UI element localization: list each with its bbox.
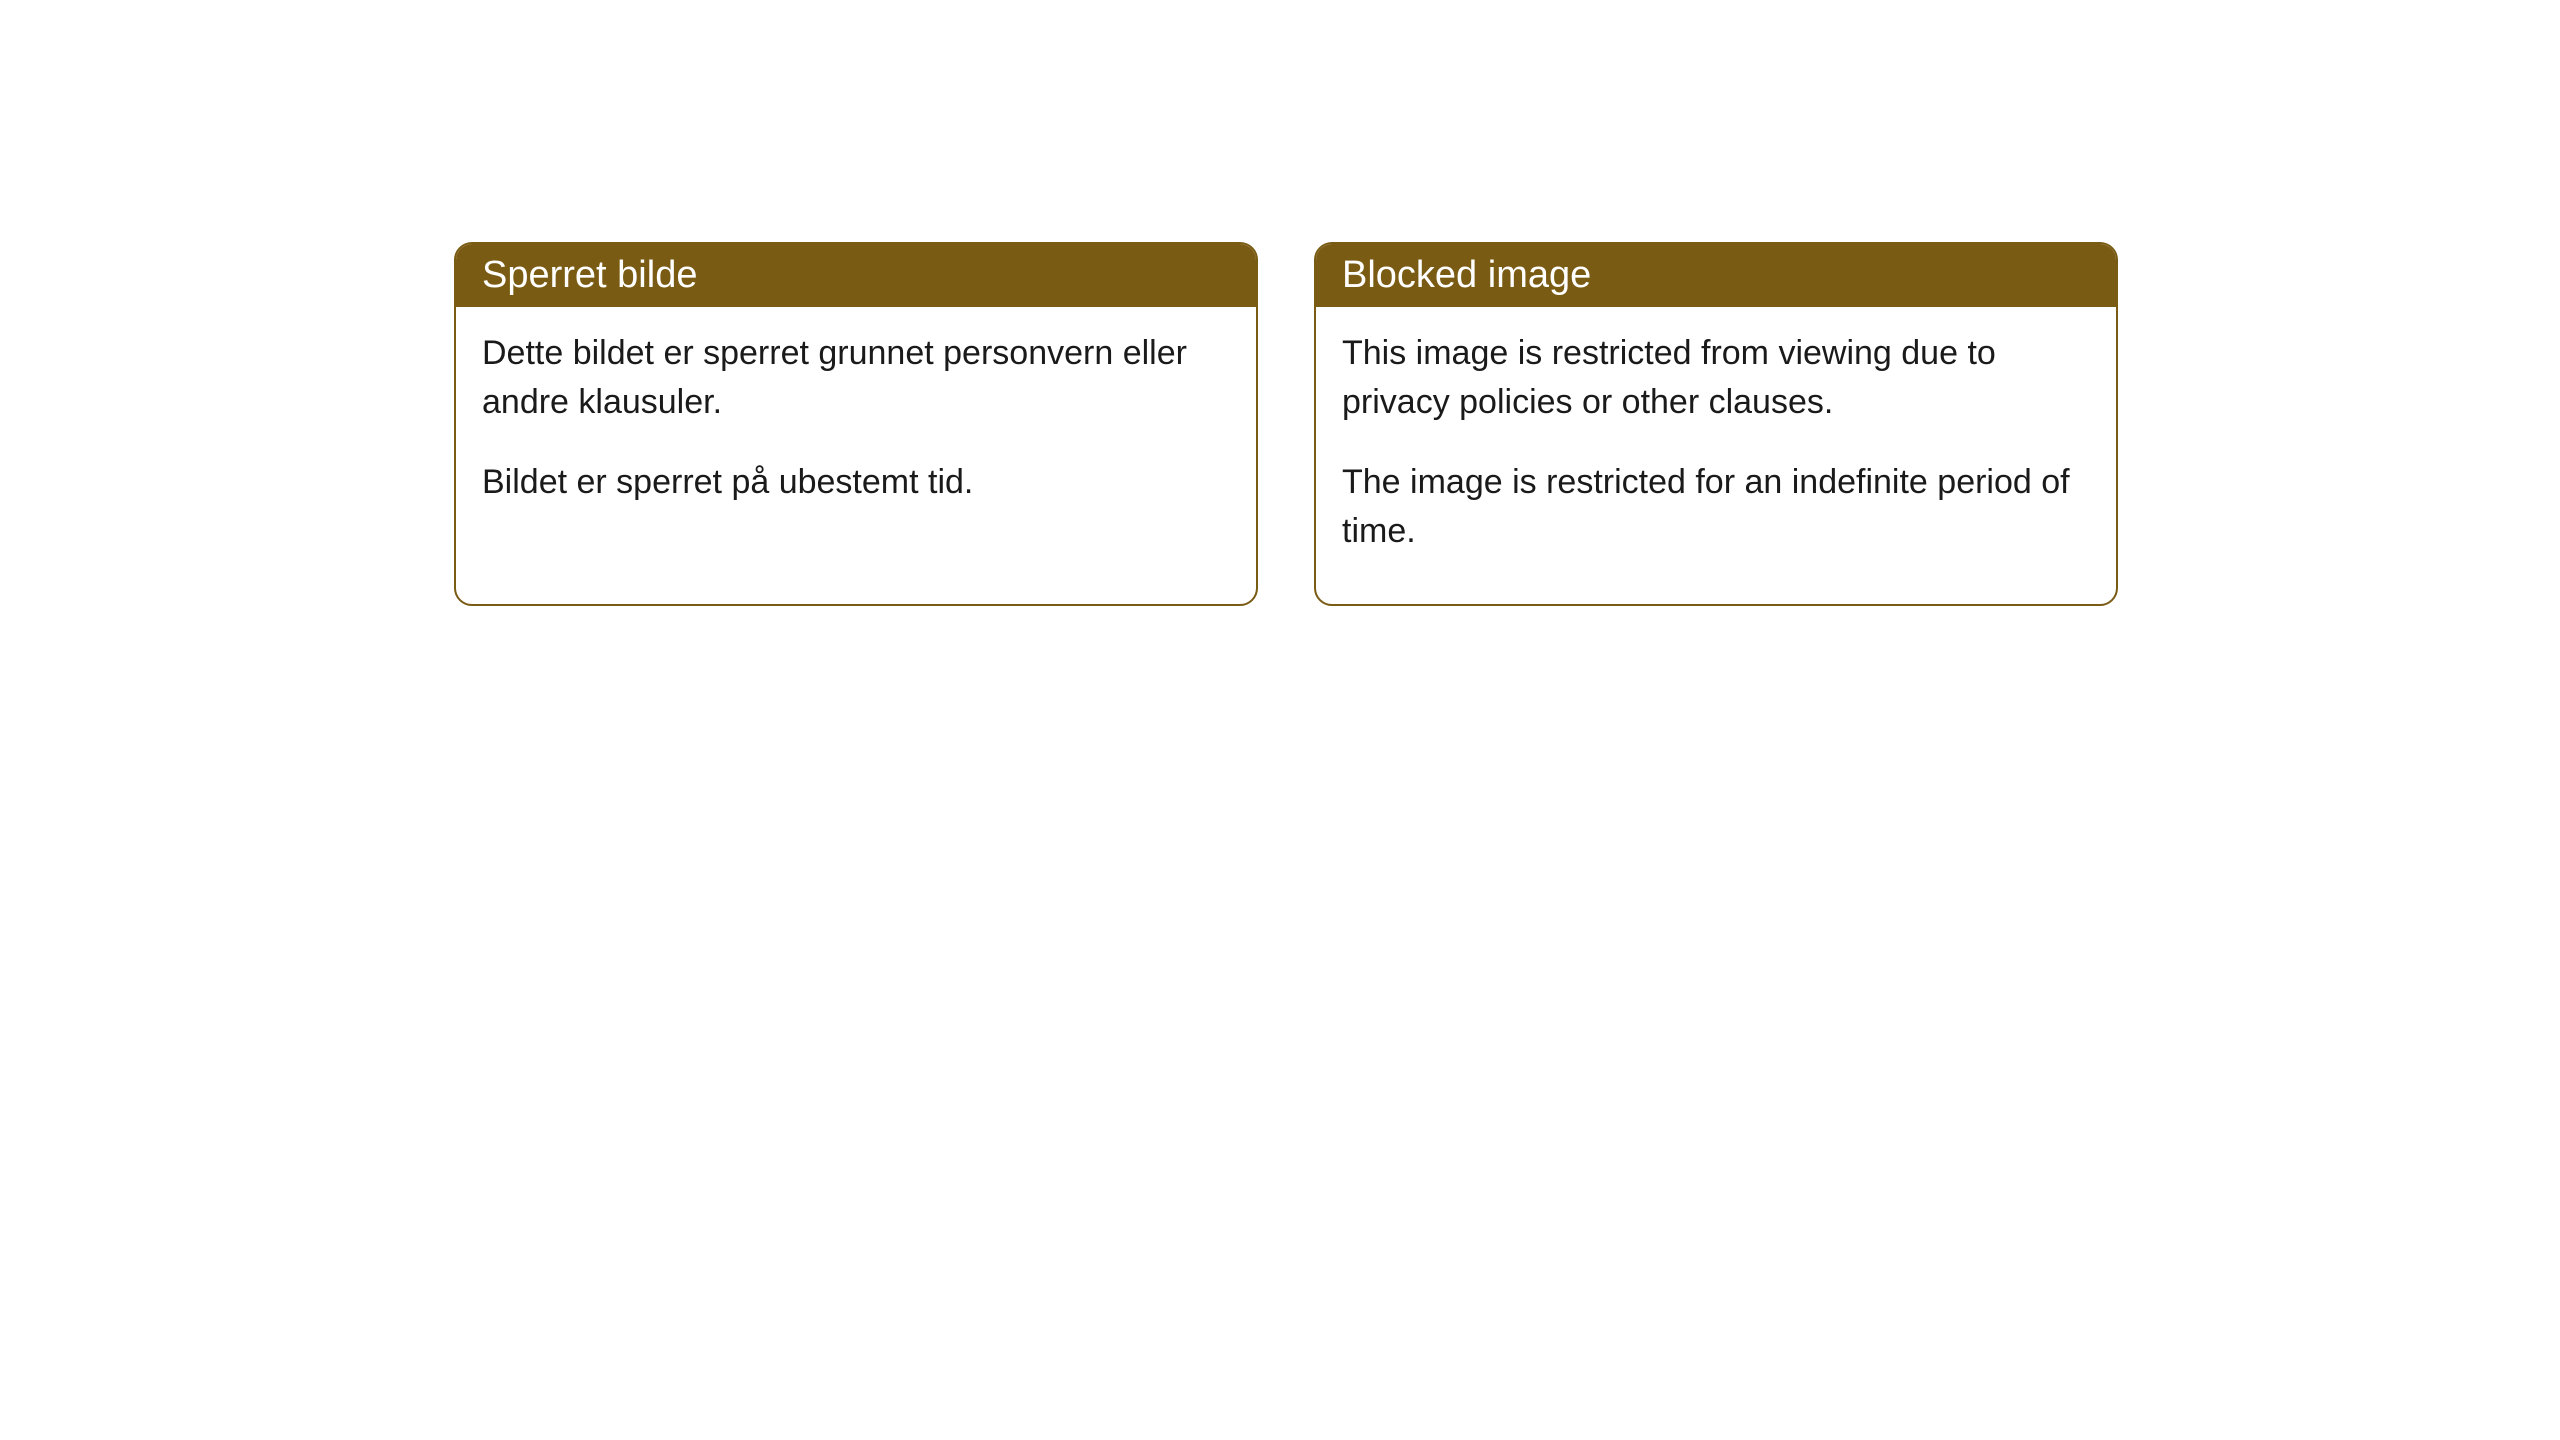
- notice-card-english: Blocked image This image is restricted f…: [1314, 242, 2118, 606]
- card-paragraph-1: This image is restricted from viewing du…: [1342, 329, 2090, 428]
- card-paragraph-1: Dette bildet er sperret grunnet personve…: [482, 329, 1230, 428]
- card-header-norwegian: Sperret bilde: [456, 244, 1256, 307]
- card-body-norwegian: Dette bildet er sperret grunnet personve…: [456, 307, 1256, 555]
- card-body-english: This image is restricted from viewing du…: [1316, 307, 2116, 604]
- notice-card-norwegian: Sperret bilde Dette bildet er sperret gr…: [454, 242, 1258, 606]
- card-paragraph-2: The image is restricted for an indefinit…: [1342, 458, 2090, 557]
- notice-cards-container: Sperret bilde Dette bildet er sperret gr…: [454, 242, 2118, 606]
- card-paragraph-2: Bildet er sperret på ubestemt tid.: [482, 458, 1230, 507]
- card-header-english: Blocked image: [1316, 244, 2116, 307]
